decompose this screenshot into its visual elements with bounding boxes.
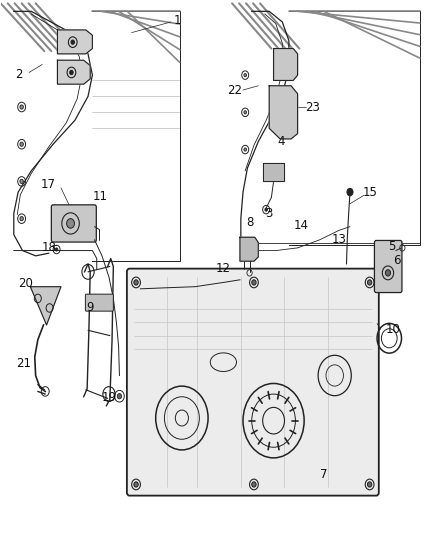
Circle shape: [252, 280, 256, 285]
FancyBboxPatch shape: [127, 269, 379, 496]
Circle shape: [20, 105, 23, 109]
Text: 22: 22: [227, 84, 242, 96]
Polygon shape: [274, 49, 297, 80]
Polygon shape: [269, 86, 297, 139]
Circle shape: [134, 482, 138, 487]
Text: 15: 15: [362, 185, 377, 199]
Polygon shape: [57, 60, 90, 84]
Text: 12: 12: [216, 262, 231, 274]
Text: 18: 18: [41, 241, 56, 254]
Circle shape: [385, 270, 391, 276]
Circle shape: [347, 188, 353, 196]
Text: 17: 17: [40, 178, 55, 191]
Text: 19: 19: [102, 391, 117, 404]
Circle shape: [367, 280, 372, 285]
Circle shape: [67, 219, 74, 228]
Text: 3: 3: [265, 207, 273, 220]
Text: 9: 9: [86, 301, 94, 314]
Circle shape: [20, 216, 23, 221]
Text: 1: 1: [174, 14, 181, 27]
Text: 10: 10: [385, 322, 400, 336]
Circle shape: [71, 40, 74, 44]
Text: 14: 14: [293, 219, 309, 231]
FancyBboxPatch shape: [85, 294, 113, 311]
Text: 5: 5: [388, 240, 395, 253]
Circle shape: [265, 208, 268, 211]
Circle shape: [367, 482, 372, 487]
Text: 11: 11: [93, 190, 108, 203]
FancyBboxPatch shape: [51, 205, 96, 242]
Polygon shape: [263, 163, 285, 181]
Text: 20: 20: [18, 277, 33, 290]
Circle shape: [134, 280, 138, 285]
Text: 2: 2: [15, 68, 23, 80]
Text: 21: 21: [16, 357, 31, 370]
Circle shape: [252, 482, 256, 487]
FancyBboxPatch shape: [374, 240, 402, 293]
Circle shape: [20, 142, 23, 147]
Text: 13: 13: [331, 233, 346, 246]
Circle shape: [55, 248, 58, 251]
Text: 6: 6: [393, 254, 401, 266]
Circle shape: [244, 111, 247, 114]
Circle shape: [117, 393, 122, 399]
Polygon shape: [240, 237, 258, 261]
Polygon shape: [30, 287, 61, 325]
Circle shape: [70, 70, 73, 75]
Circle shape: [244, 148, 247, 151]
Circle shape: [20, 179, 23, 183]
Text: 8: 8: [247, 216, 254, 229]
Polygon shape: [57, 30, 92, 54]
Text: 4: 4: [278, 135, 285, 148]
Text: 23: 23: [305, 101, 320, 114]
Circle shape: [244, 74, 247, 77]
Text: 7: 7: [320, 469, 328, 481]
